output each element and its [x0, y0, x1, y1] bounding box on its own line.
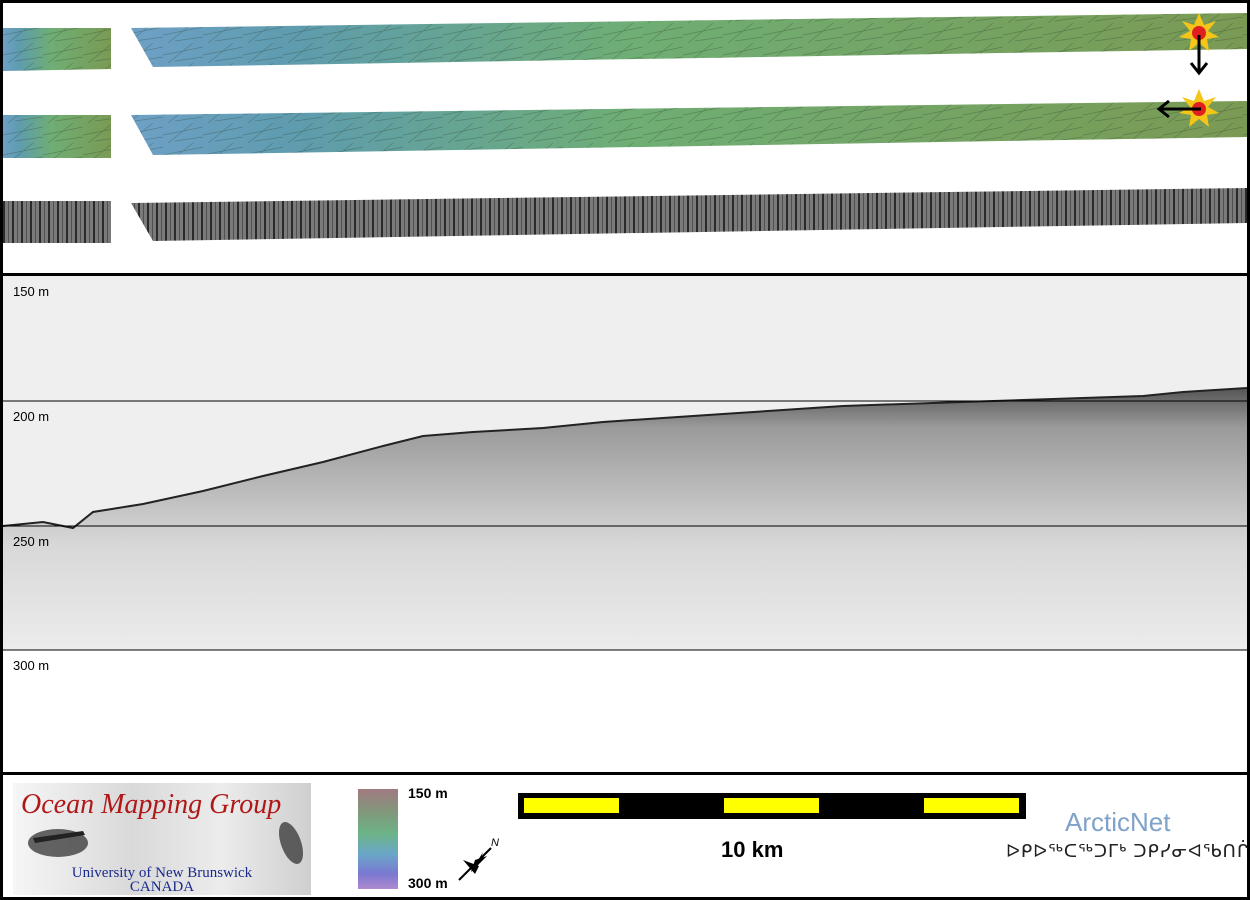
- depth-label-200: 200 m: [13, 409, 50, 424]
- colorbar-top-label: 150 m: [408, 785, 448, 801]
- compass-rose-icon: N: [458, 837, 499, 881]
- legend-panel: Ocean Mapping Group University of New Br…: [0, 772, 1250, 900]
- colorbar-bottom-label: 300 m: [408, 875, 448, 891]
- subbottom-profile-panel: 150 m 200 m 250 m 300 m: [0, 273, 1250, 776]
- seafloor-echo: [3, 388, 1247, 650]
- sun-icon: [1179, 13, 1219, 51]
- depth-label-250: 250 m: [13, 534, 50, 549]
- ocean-mapping-group-logo: Ocean Mapping Group University of New Br…: [13, 783, 311, 895]
- logo-university: University of New Brunswick: [71, 865, 253, 881]
- bathymetry-strip-2: [3, 101, 1247, 158]
- backscatter-strip: [3, 188, 1247, 243]
- scale-bar: [518, 793, 1026, 819]
- depth-colorbar: [358, 789, 398, 889]
- seafloor-line: [3, 387, 1247, 530]
- logo-country: CANADA: [129, 879, 195, 895]
- scale-bar-label: 10 km: [721, 837, 784, 862]
- profile-svg: [3, 276, 1247, 651]
- depth-label-300: 300 m: [13, 658, 50, 673]
- logo-graphic: [28, 822, 304, 864]
- arrow-left-icon: [1156, 99, 1201, 119]
- arrow-down-icon: [1189, 35, 1209, 76]
- depth-label-150: 150 m: [13, 284, 50, 299]
- logo-title: Ocean Mapping Group: [21, 789, 282, 820]
- swath-maps-svg: [3, 13, 1247, 243]
- north-label: N: [491, 837, 499, 849]
- arcticnet-inuktitut-text: ᐅᑭᐅᖅᑕᖅᑐᒥᒃ ᑐᑭᓯᓂᐊᖃᑎᒌᑦ: [1006, 841, 1250, 861]
- arcticnet-logo: ArcticNet: [1065, 807, 1171, 837]
- swath-maps-panel: [0, 0, 1250, 277]
- bathymetry-strip-1: [3, 13, 1247, 71]
